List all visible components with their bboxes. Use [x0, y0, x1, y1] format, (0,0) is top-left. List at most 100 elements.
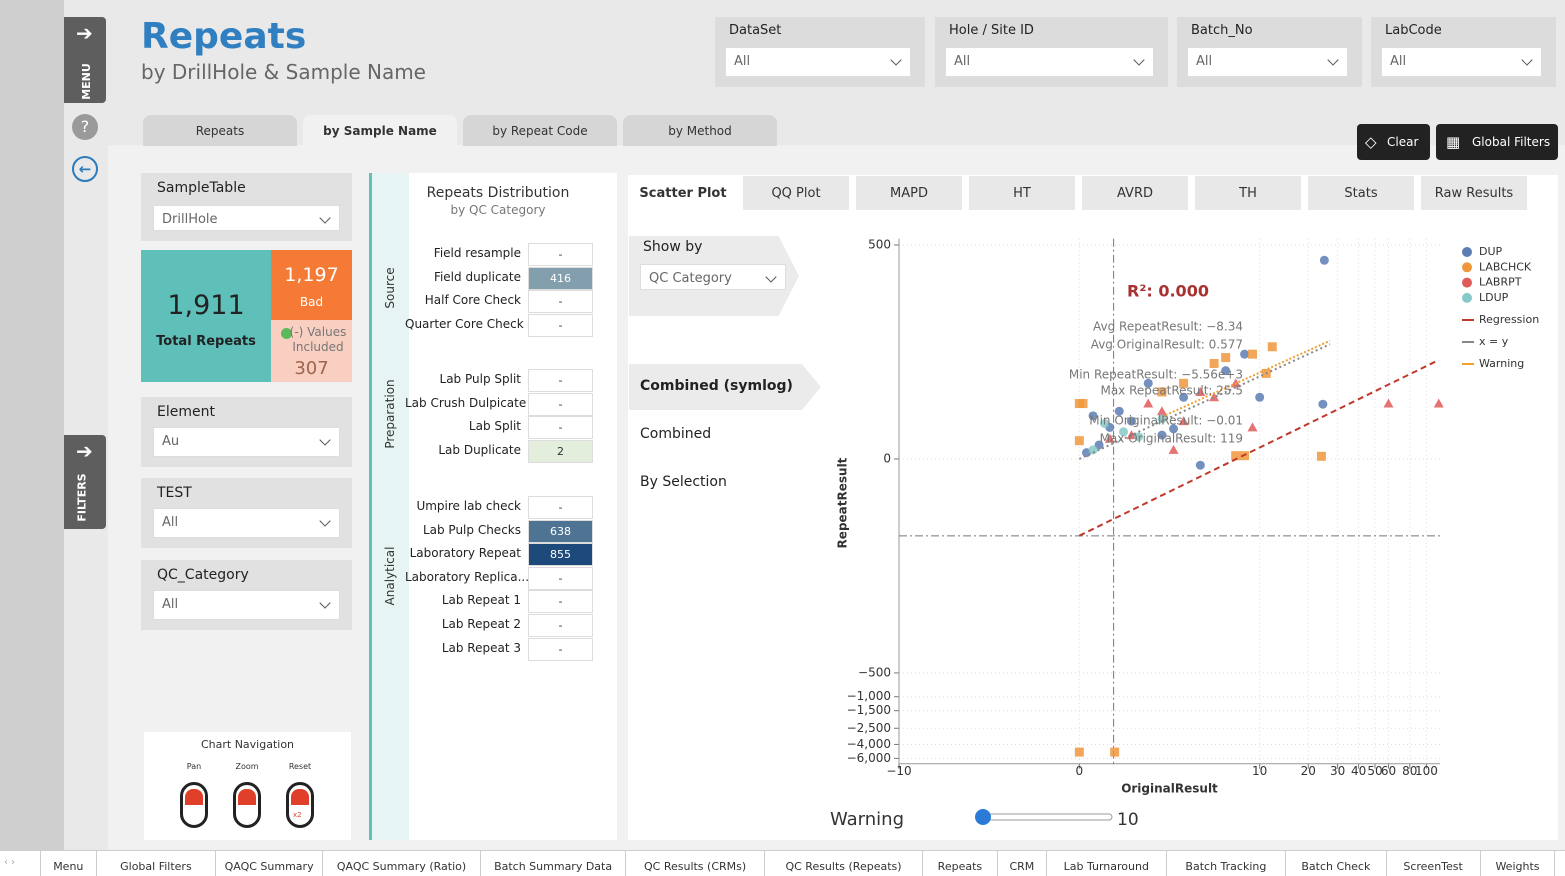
show-by-option[interactable]: Combined (symlog) — [640, 378, 793, 394]
navigation-item-label: Reset — [288, 762, 312, 771]
slicer-label: QC_Category — [157, 567, 249, 583]
sheet-tab[interactable]: QC Results (Repeats) — [764, 851, 922, 876]
show-by-label: Show by — [643, 239, 703, 255]
slicer-dropdown[interactable]: Au — [153, 427, 340, 457]
slicer-label: Element — [157, 404, 215, 420]
sheet-tab[interactable]: QAQC Summary (Ratio) — [322, 851, 480, 876]
group-label: Preparation — [383, 379, 397, 449]
slicer-label: TEST — [157, 485, 192, 501]
row-value: - — [528, 290, 593, 314]
sheet-tab[interactable]: CRM — [996, 851, 1046, 876]
kpi-total-label: Total Repeats — [156, 334, 256, 349]
sheet-tab[interactable]: Batch Tracking — [1165, 851, 1286, 876]
sheet-tab[interactable]: Weights — [1479, 851, 1555, 876]
row-label: Half Core Check — [424, 293, 521, 308]
mouse-icon[interactable] — [180, 782, 208, 828]
page-tab[interactable]: by Sample Name — [303, 115, 457, 146]
chart-tab[interactable]: HT — [969, 176, 1075, 210]
button[interactable]: Clear ◇ — [1357, 124, 1430, 160]
kpi-total: 1,911 — [167, 290, 245, 321]
mouse-button — [291, 789, 309, 805]
slicer-dropdown[interactable]: DrillHole — [153, 205, 340, 231]
sheet-tab[interactable]: Batch Check — [1285, 851, 1385, 876]
chart-tab[interactable]: MAPD — [856, 176, 962, 210]
chart-tab[interactable]: Scatter Plot — [630, 176, 736, 210]
slicer-dropdown[interactable]: All — [153, 508, 340, 538]
row-value: 2 — [528, 439, 593, 463]
menu-label: MENU — [79, 63, 93, 100]
show-by-option[interactable]: Combined — [640, 426, 712, 442]
show-by-dropdown[interactable]: QC Category — [640, 264, 786, 290]
kpi-values-card: (-) Values Included 307 — [271, 320, 352, 382]
chart-tab[interactable]: Stats — [1308, 176, 1414, 210]
filter-label: Batch_No — [1191, 23, 1253, 38]
navigation-title: Chart Navigation — [200, 738, 295, 751]
status-dot — [281, 328, 292, 339]
row-label: Lab Pulp Split — [439, 372, 521, 386]
slicer-label: SampleTable — [157, 180, 246, 196]
navigation-item-label: Pan — [186, 762, 202, 771]
row-value: - — [528, 369, 593, 392]
sheet-tab[interactable]: Repeats — [922, 851, 997, 876]
group-label: Analytical — [383, 546, 397, 606]
row-label: Laboratory Repeat — [409, 546, 521, 561]
kpi-total-card: 1,911 Total Repeats — [141, 250, 271, 382]
filter-label: DataSet — [729, 23, 782, 38]
mouse-icon[interactable]: x2 — [286, 782, 314, 828]
row-label: Lab Repeat 3 — [441, 640, 521, 655]
filter-card: Batch_No All — [1177, 17, 1362, 87]
filter-label: LabCode — [1385, 23, 1442, 38]
filter-card: LabCode All — [1371, 17, 1556, 87]
row-label: Lab Repeat 2 — [441, 617, 521, 631]
row-label: Field resample — [433, 246, 521, 260]
mouse-button — [238, 789, 256, 805]
filter-dropdown[interactable]: All — [1381, 47, 1542, 77]
kpi-bad: 1,197 — [284, 264, 339, 286]
row-value: 416 — [528, 266, 593, 290]
chart-tab[interactable]: QQ Plot — [743, 176, 849, 210]
page-tab[interactable]: Repeats — [143, 115, 297, 146]
option-band — [629, 364, 821, 410]
sheet-tab[interactable]: Menu — [40, 851, 96, 876]
page-tab[interactable]: by Method — [623, 115, 777, 146]
menu-tab[interactable]: ➔ MENU — [64, 17, 106, 103]
button-icon: ▦ — [1446, 133, 1461, 151]
filter-dropdown[interactable]: All — [725, 47, 911, 77]
slicer: Element Au — [141, 397, 352, 467]
left-rail — [0, 0, 64, 850]
row-label: Lab Repeat 1 — [441, 593, 521, 608]
row-label: Lab Pulp Checks — [422, 522, 521, 537]
page-tab[interactable]: by Repeat Code — [463, 115, 617, 146]
distribution-title: Repeats Distribution — [426, 185, 570, 201]
page-title: Repeats — [141, 16, 307, 57]
filter-card: Hole / Site ID All — [935, 17, 1168, 87]
sheet-tab[interactable]: Global Filters — [95, 851, 216, 876]
sheet-tab[interactable]: QC Results (CRMs) — [625, 851, 764, 876]
sheet-tab[interactable]: Lab Turnaround — [1046, 851, 1166, 876]
sheet-tab[interactable]: ScreenTest — [1385, 851, 1480, 876]
sheet-tab[interactable]: QAQC Summary — [215, 851, 322, 876]
mouse-icon[interactable] — [233, 782, 261, 828]
help-icon[interactable]: ? — [72, 114, 98, 140]
distribution-subtitle: by QC Category — [450, 203, 546, 217]
button[interactable]: Global Filters ▦ — [1436, 124, 1558, 160]
sheet-tab[interactable]: Help — [1554, 851, 1565, 876]
slicer: QC_Category All — [141, 560, 352, 630]
chart-tab[interactable]: TH — [1195, 176, 1301, 210]
show-by-option[interactable]: By Selection — [640, 474, 727, 490]
slicer-dropdown[interactable]: All — [153, 590, 340, 620]
filter-dropdown[interactable]: All — [1187, 47, 1348, 77]
chart-tab[interactable]: Raw Results — [1421, 176, 1527, 210]
sheet-tab[interactable]: Batch Summary Data — [480, 851, 625, 876]
slicer: SampleTable DrillHole — [141, 173, 352, 241]
row-label: Quarter Core Check — [405, 316, 524, 331]
filters-tab[interactable]: ➔ FILTERS — [64, 435, 106, 529]
filter-dropdown[interactable]: All — [945, 47, 1154, 77]
back-icon[interactable]: ← — [72, 156, 98, 182]
row-value: - — [528, 614, 593, 637]
group-label: Source — [383, 267, 397, 309]
chart-tab[interactable]: AVRD — [1082, 176, 1188, 210]
row-value: - — [528, 313, 593, 337]
kpi-values-note: (-) Values Included — [289, 325, 347, 354]
